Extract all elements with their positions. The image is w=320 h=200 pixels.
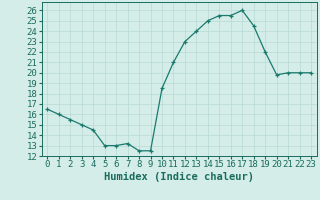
X-axis label: Humidex (Indice chaleur): Humidex (Indice chaleur) xyxy=(104,172,254,182)
